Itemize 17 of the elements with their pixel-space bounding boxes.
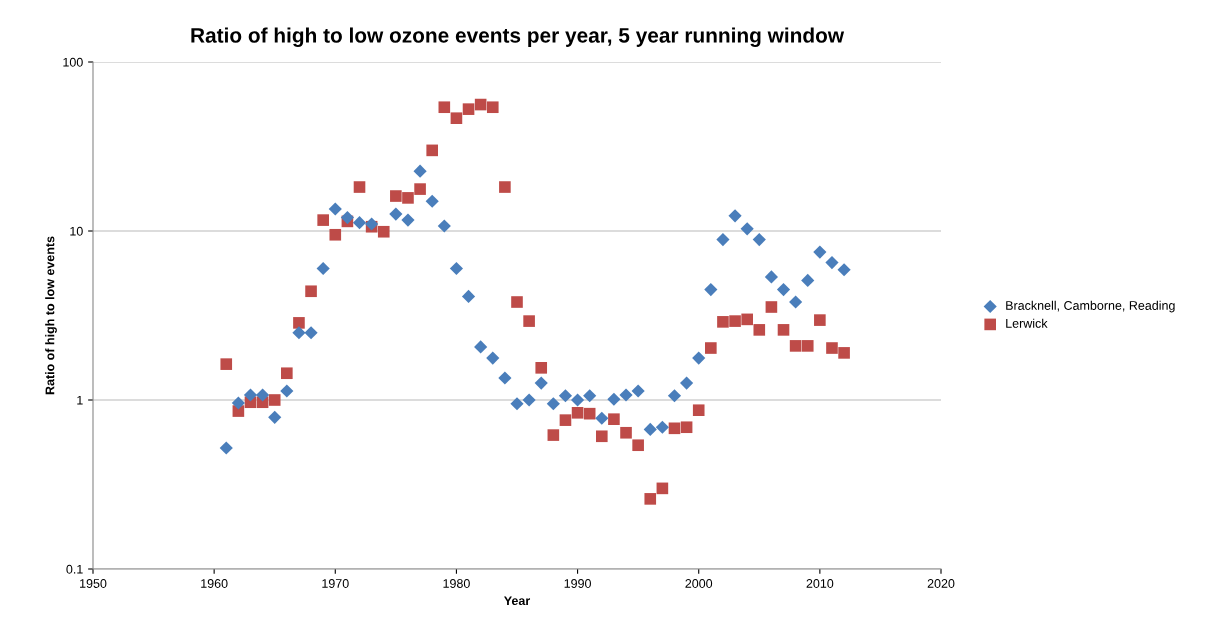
x-axis-title: Year bbox=[504, 596, 531, 606]
x-tick-label: 1960 bbox=[201, 579, 228, 588]
x-tick-label: 2000 bbox=[685, 579, 713, 588]
y-axis-title: Ratio of high to low events bbox=[45, 236, 57, 395]
x-tick-label: 1950 bbox=[80, 579, 107, 588]
legend-label: Bracknell, Camborne, Reading bbox=[1006, 300, 1175, 313]
x-tick-label: 1970 bbox=[322, 579, 349, 588]
x-tick-label: 1980 bbox=[443, 579, 470, 588]
x-tick-label: 2020 bbox=[927, 579, 955, 588]
x-tick-label: 2010 bbox=[806, 579, 834, 588]
x-tick-label: 1990 bbox=[564, 579, 591, 588]
legend-label: Lerwick bbox=[1006, 318, 1048, 328]
y-tick-label: 10 bbox=[70, 226, 83, 236]
y-tick-label: 100 bbox=[63, 57, 83, 67]
chart-title: Ratio of high to low ozone events per year, 5 year running window bbox=[191, 27, 845, 47]
y-tick-label: 1 bbox=[77, 395, 83, 405]
y-tick-label: 0.1 bbox=[66, 564, 83, 574]
